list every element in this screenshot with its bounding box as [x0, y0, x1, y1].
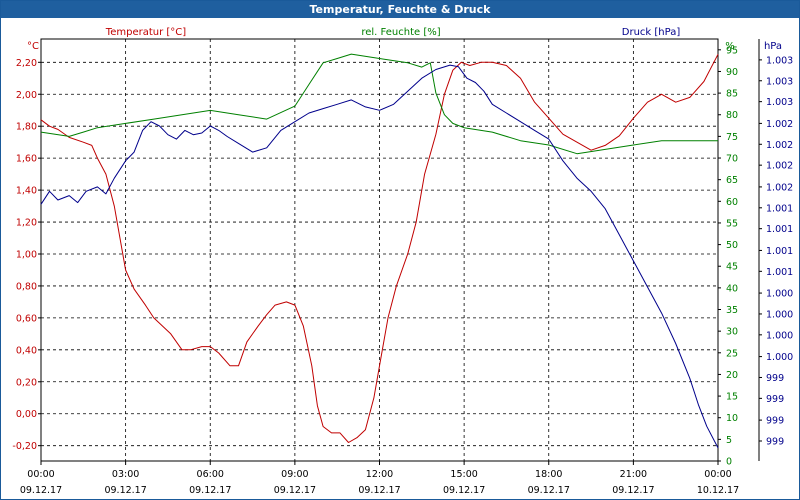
pressure-tick-label: 1.000 — [766, 352, 793, 363]
humidity-tick-label: 60 — [726, 197, 738, 208]
gridlines — [40, 39, 719, 461]
time-tick-label: 00:00 — [27, 469, 54, 480]
date-tick-label: 09.12.17 — [358, 485, 400, 496]
humidity-tick-label: 85 — [726, 89, 738, 100]
humidity-tick-label: 45 — [726, 262, 738, 273]
humidity-tick-label: 70 — [726, 154, 738, 165]
humidity-axis: 0 5 10 15 20 25 30 35 40 45 50 55 60 65 70 75 80 85 90 95 — [717, 39, 738, 468]
time-tick-label: 12:00 — [366, 469, 393, 480]
pressure-tick-label: 1.002 — [766, 119, 793, 130]
humidity-tick-label: 50 — [726, 240, 738, 251]
date-tick-label: 09.12.17 — [612, 485, 654, 496]
humidity-tick-label: 75 — [726, 132, 738, 143]
pressure-tick-label: 1.001 — [766, 203, 793, 214]
temperature-tick-label: -0,20 — [12, 441, 37, 452]
date-tick-label: 09.12.17 — [104, 485, 146, 496]
time-tick-label: 15:00 — [450, 469, 477, 480]
pressure-tick-label: 999 — [766, 394, 784, 405]
temperature-tick-label: 2,00 — [16, 90, 37, 101]
humidity-series-label: rel. Feuchte [%] — [361, 27, 440, 38]
humidity-tick-label: 30 — [726, 327, 738, 338]
temperature-unit-label: °C — [27, 41, 39, 52]
humidity-unit-label: % — [725, 41, 735, 52]
time-tick-label: 18:00 — [535, 469, 562, 480]
temperature-series-label: Temperatur [°C] — [105, 27, 186, 38]
time-tick-label: 03:00 — [112, 469, 139, 480]
humidity-tick-label: 55 — [726, 218, 738, 229]
humidity-tick-label: 35 — [726, 305, 738, 316]
temperature-tick-label: 1,40 — [16, 186, 37, 197]
humidity-tick-label: 65 — [726, 175, 738, 186]
temperature-tick-label: 0,80 — [16, 281, 37, 292]
humidity-tick-label: 40 — [726, 283, 738, 294]
humidity-tick-label: 25 — [726, 348, 738, 359]
pressure-tick-label: 999 — [766, 416, 784, 427]
humidity-tick-label: 15 — [726, 392, 738, 403]
time-tick-label: 00:00 — [704, 469, 731, 480]
temperature-tick-label: 1,60 — [16, 154, 37, 165]
pressure-tick-label: 999 — [766, 373, 784, 384]
pressure-tick-label: 1.000 — [766, 289, 793, 300]
pressure-tick-label: 1.003 — [766, 97, 793, 108]
pressure-tick-label: 1.003 — [766, 76, 793, 87]
temperature-tick-label: 2,20 — [16, 58, 37, 69]
date-tick-label: 10.12.17 — [697, 485, 739, 496]
temperature-tick-label: 0,40 — [16, 345, 37, 356]
pressure-tick-label: 1.001 — [766, 267, 793, 278]
temperature-axis: -0,20 0,00 0,20 0,40 0,60 0,80 1,00 1,20 1,40 1,6… — [12, 58, 41, 452]
pressure-tick-label: 999 — [766, 436, 784, 447]
pressure-tick-label: 1.001 — [766, 246, 793, 257]
window-title: Temperatur, Feuchte & Druck — [1, 1, 799, 18]
pressure-tick-label: 1.002 — [766, 140, 793, 151]
series-lines — [40, 53, 719, 449]
time-axis: 00:00 09.12.17 03:00 09.12.17 06:00 09.12.17 0… — [20, 461, 739, 496]
humidity-tick-label: 10 — [726, 413, 738, 424]
humidity-tick-label: 5 — [726, 435, 732, 446]
humidity-tick-label: 80 — [726, 110, 738, 121]
temperature-tick-label: 1,00 — [16, 249, 37, 260]
temperature-tick-label: 1,20 — [16, 218, 37, 229]
pressure-series-label: Druck [hPa] — [622, 27, 681, 38]
temperature-tick-label: 1,80 — [16, 122, 37, 133]
date-tick-label: 09.12.17 — [274, 485, 316, 496]
temperature-line — [40, 54, 719, 443]
humidity-tick-label: 90 — [726, 67, 738, 78]
pressure-tick-label: 1.000 — [766, 330, 793, 341]
pressure-tick-label: 1.002 — [766, 182, 793, 193]
temperature-tick-label: 0,20 — [16, 377, 37, 388]
date-tick-label: 09.12.17 — [20, 485, 62, 496]
temperature-tick-label: 0,00 — [16, 409, 37, 420]
humidity-line — [40, 53, 718, 155]
pressure-tick-label: 1.003 — [766, 55, 793, 66]
pressure-tick-label: 1.002 — [766, 161, 793, 172]
humidity-tick-label: 0 — [726, 457, 732, 468]
date-tick-label: 09.12.17 — [189, 485, 231, 496]
time-tick-label: 06:00 — [197, 469, 224, 480]
humidity-tick-label: 20 — [726, 370, 738, 381]
pressure-axis: 999 999 999 999 1.000 1.000 1.000 1.000 1.001 1.0… — [758, 39, 793, 461]
time-tick-label: 21:00 — [620, 469, 647, 480]
pressure-tick-label: 1.000 — [766, 309, 793, 320]
date-tick-label: 09.12.17 — [443, 485, 485, 496]
time-tick-label: 09:00 — [281, 469, 308, 480]
pressure-tick-label: 1.001 — [766, 224, 793, 235]
temperature-tick-label: 0,60 — [16, 313, 37, 324]
pressure-unit-label: hPa — [764, 41, 782, 52]
humidity-tick-label: 95 — [726, 45, 738, 56]
date-tick-label: 09.12.17 — [528, 485, 570, 496]
pressure-line — [40, 64, 719, 449]
